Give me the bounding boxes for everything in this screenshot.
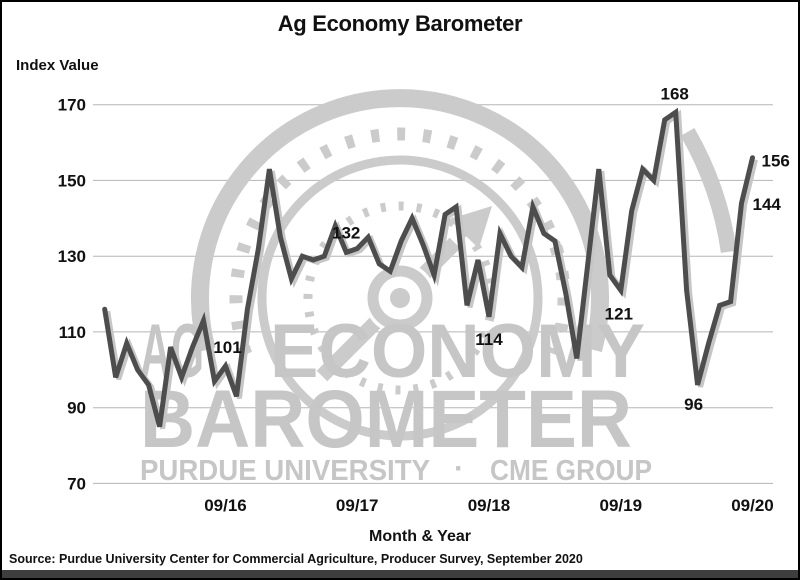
series-group xyxy=(102,107,758,430)
data-point-label: 101 xyxy=(213,338,241,357)
series-line xyxy=(102,107,755,428)
data-point-label: 144 xyxy=(753,195,782,214)
data-point-label: 132 xyxy=(332,224,360,243)
watermark-word-barometer: BAROMETER xyxy=(140,374,632,465)
x-tick-label: 09/17 xyxy=(336,496,379,515)
data-point-labels: 101 132 114 121 168 96 144 156 xyxy=(213,84,790,414)
y-tick-label: 170 xyxy=(58,96,86,115)
y-tick-label: 150 xyxy=(58,171,86,190)
x-tick-label: 09/20 xyxy=(731,496,774,515)
data-point-label: 114 xyxy=(475,330,503,349)
source-note: Source: Purdue University Center for Com… xyxy=(9,552,583,566)
y-tick-label: 90 xyxy=(67,399,86,418)
watermark-logo: AG ECONOMY BAROMETER PURDUE UNIVERSITY ·… xyxy=(140,89,737,487)
gauge-inner-ring xyxy=(257,155,543,441)
bottom-bar xyxy=(2,570,798,578)
x-axis-title: Month & Year xyxy=(369,528,471,545)
x-tick-labels: 09/16 09/17 09/18 09/19 09/20 xyxy=(204,496,774,515)
y-axis-title: Index Value xyxy=(16,57,99,74)
y-tick-label: 130 xyxy=(58,247,86,266)
x-tick-label: 09/16 xyxy=(204,496,247,515)
watermark-separator-dot: · xyxy=(454,452,464,485)
data-point-label: 168 xyxy=(661,84,689,103)
x-tick-label: 09/18 xyxy=(468,496,511,515)
chart-title: Ag Economy Barometer xyxy=(277,11,523,36)
watermark-org-purdue: PURDUE UNIVERSITY xyxy=(140,455,430,487)
watermark-org-cme: CME GROUP xyxy=(490,455,652,487)
data-point-label: 121 xyxy=(605,304,633,323)
y-tick-labels: 170 150 130 110 90 70 xyxy=(58,96,86,494)
x-tick-label: 09/19 xyxy=(600,496,643,515)
hub-dot xyxy=(390,288,410,308)
y-tick-label: 70 xyxy=(67,474,86,493)
gauge-tick-ring xyxy=(229,127,571,357)
data-point-label: 156 xyxy=(762,152,790,171)
hub-ring xyxy=(367,265,433,331)
y-tick-label: 110 xyxy=(59,323,86,342)
gauge-outer-right-arc xyxy=(680,127,737,253)
data-point-label: 96 xyxy=(684,395,703,414)
